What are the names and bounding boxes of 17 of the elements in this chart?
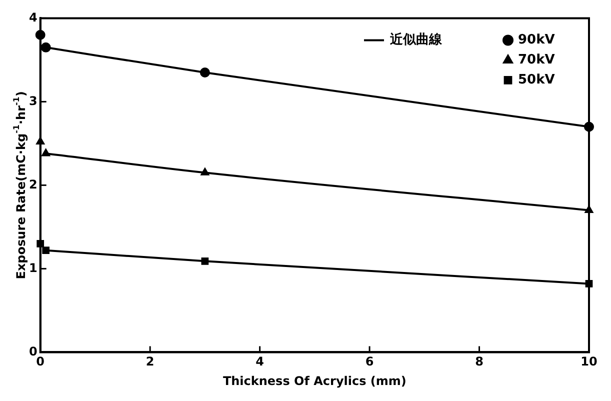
x-tick-label: 2	[146, 354, 154, 369]
y-tick-label: 0	[28, 344, 38, 358]
y-tick-label: 2	[28, 177, 38, 192]
x-tick-label: 4	[256, 354, 264, 369]
y-tick-label: 3	[28, 94, 38, 108]
x-tick-label: 6	[365, 354, 374, 369]
x-tick-label: 8	[475, 354, 484, 369]
y-tick-label: 1	[28, 260, 38, 275]
legend-label: 90kV	[518, 32, 555, 48]
point	[42, 246, 50, 254]
x-axis-title: Thickness Of Acrylics (mm)	[222, 374, 406, 388]
y-tick-label: 4	[28, 10, 38, 24]
legend-label: 70kV	[518, 52, 555, 68]
legend-label: 50kV	[518, 72, 555, 88]
y-axis-title: Exposure Rate(mC·kg-1·hr-1)	[12, 91, 28, 280]
x-tick-label: 10	[580, 354, 598, 369]
legend-label: 近似曲線	[389, 32, 443, 48]
